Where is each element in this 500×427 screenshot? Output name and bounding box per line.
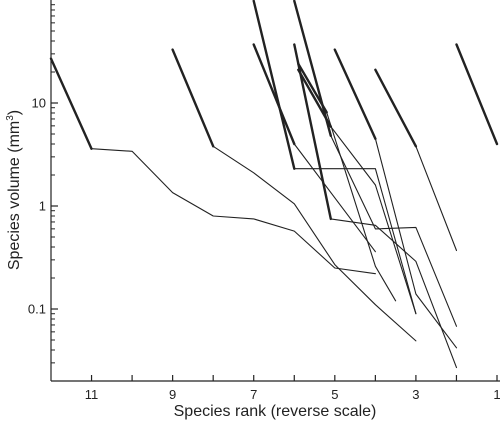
- series-line-10-thin: [330, 135, 458, 327]
- y-axis-label-superscript: 3: [5, 115, 16, 121]
- y-tick-label-10: 10: [32, 96, 46, 111]
- y-axis-label-close: ): [6, 110, 23, 115]
- x-tick-label-3: 3: [412, 387, 419, 402]
- series-line-1-thick: [49, 57, 93, 150]
- series-line-7-thick: [252, 43, 296, 146]
- x-tick-label-1: 1: [493, 387, 500, 402]
- series-layer: [49, 0, 499, 369]
- series-line-19-thick: [374, 68, 418, 148]
- series-line-5-thick: [252, 0, 296, 170]
- series-line-6-thin: [293, 168, 417, 315]
- x-tick-label-11: 11: [85, 387, 99, 402]
- x-tick-label-7: 7: [250, 387, 257, 402]
- y-tick-label-1: 1: [39, 199, 46, 214]
- series-line-15-thick: [297, 62, 328, 114]
- x-axis-label: Species rank (reverse scale): [174, 403, 377, 420]
- series-line-13-thick: [297, 68, 332, 128]
- y-tick-label-0.1: 0.1: [28, 302, 46, 317]
- y-ticks: 10 1 0.1: [28, 4, 58, 382]
- series-line-14-thin: [330, 126, 417, 315]
- series-line-20-thin: [415, 145, 458, 252]
- series-line-17-thick: [333, 48, 377, 140]
- x-tick-label-5: 5: [331, 387, 338, 402]
- series-line-18-thin: [374, 138, 458, 349]
- series-line-16-thin: [326, 111, 397, 302]
- series-line-4-thin: [212, 145, 417, 342]
- x-ticks: 11 9 7 5 3 1: [85, 375, 500, 402]
- series-line-21-thick: [455, 43, 499, 146]
- series-line-8-thin: [293, 143, 376, 253]
- series-line-9-thick: [293, 0, 332, 138]
- y-axis-label: Species volume (mm3): [5, 110, 23, 270]
- series-line-12-thin: [330, 218, 458, 369]
- y-axis-label-main: Species volume (mm: [6, 121, 23, 270]
- series-line-3-thick: [171, 48, 215, 148]
- series-line-2-thin: [90, 148, 376, 275]
- x-tick-label-9: 9: [169, 387, 176, 402]
